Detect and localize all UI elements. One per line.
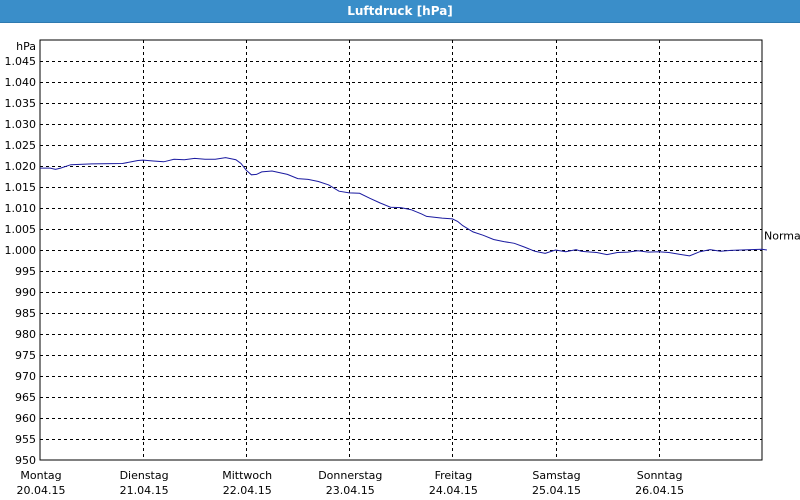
x-day-label: Sonntag: [637, 469, 683, 482]
x-axis-labels: Montag 20.04.15 Dienstag 21.04.15 Mittwoch 22…: [17, 469, 685, 497]
pressure-line: [40, 157, 767, 257]
y-tick-label: 1.015: [5, 181, 37, 194]
y-tick-label: 1.035: [5, 97, 37, 110]
x-day-label: Freitag: [435, 469, 473, 482]
y-tick-label: 990: [15, 286, 36, 299]
x-day-label: Mittwoch: [222, 469, 272, 482]
x-date-label: 22.04.15: [223, 484, 272, 497]
y-tick-label: 1.045: [5, 55, 37, 68]
y-tick-label: 970: [15, 370, 36, 383]
y-tick-label: 950: [15, 454, 36, 467]
y-tick-label: 955: [15, 433, 36, 446]
x-date-label: 24.04.15: [429, 484, 478, 497]
y-tick-label: 965: [15, 391, 36, 404]
x-date-label: 23.04.15: [326, 484, 375, 497]
y-tick-label: 1.010: [5, 202, 37, 215]
x-date-label: 25.04.15: [532, 484, 581, 497]
y-axis-unit-label: hPa: [16, 40, 36, 53]
y-tick-label: 1.020: [5, 160, 37, 173]
y-tick-label: 995: [15, 265, 36, 278]
y-tick-label: 960: [15, 412, 36, 425]
y-tick-label: 1.000: [5, 244, 37, 257]
y-tick-label: 1.030: [5, 118, 37, 131]
x-day-label: Donnerstag: [318, 469, 382, 482]
grid-lines: [40, 40, 762, 460]
chart-title: Luftdruck [hPa]: [0, 0, 800, 23]
normal-reference-label: Normal: [764, 229, 800, 242]
x-day-label: Samstag: [532, 469, 580, 482]
x-day-label: Dienstag: [120, 469, 169, 482]
y-tick-label: 1.040: [5, 76, 37, 89]
y-tick-label: 1.025: [5, 139, 37, 152]
x-date-label: 21.04.15: [120, 484, 169, 497]
y-tick-label: 1.005: [5, 223, 37, 236]
y-axis-ticks: 1.045 1.040 1.035 1.030 1.025 1.020 1.015 1.010…: [5, 55, 37, 467]
x-date-label: 20.04.15: [17, 484, 66, 497]
x-date-label: 26.04.15: [635, 484, 684, 497]
y-tick-label: 980: [15, 328, 36, 341]
y-tick-label: 975: [15, 349, 36, 362]
y-tick-label: 985: [15, 307, 36, 320]
x-day-label: Montag: [20, 469, 61, 482]
